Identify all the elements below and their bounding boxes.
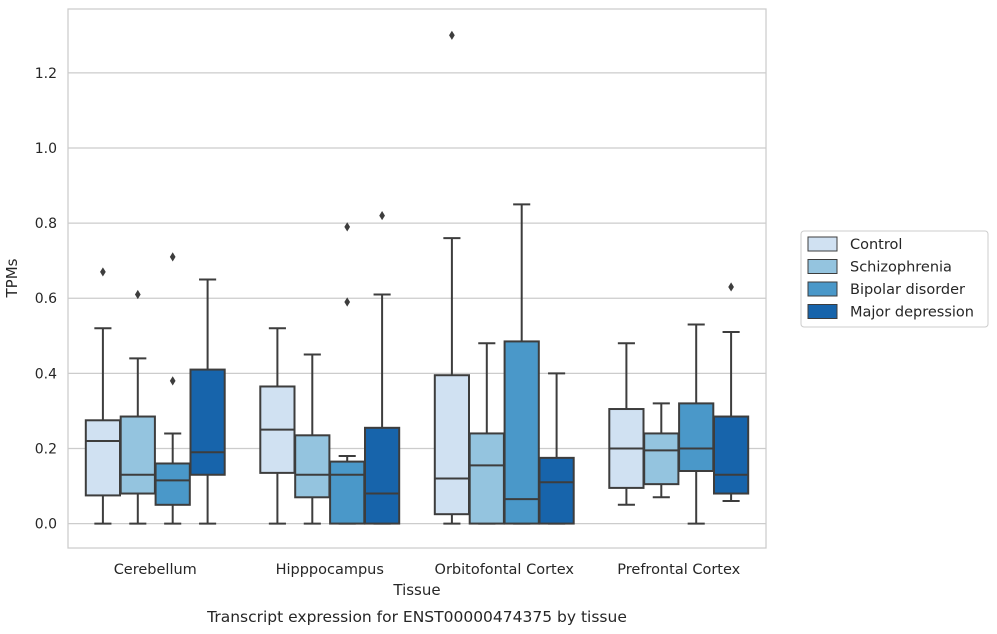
outlier-point xyxy=(379,210,385,221)
y-axis-label: TPMs xyxy=(3,258,21,298)
legend-swatch xyxy=(807,281,838,297)
box-body xyxy=(189,368,226,476)
y-tick-label: 0.2 xyxy=(35,441,57,457)
outlier-point xyxy=(169,376,176,386)
box-body xyxy=(294,434,331,499)
box-body xyxy=(643,432,680,486)
outlier-point xyxy=(344,297,351,307)
y-tick-label: 0.0 xyxy=(35,517,57,533)
y-tick-label: 1.2 xyxy=(35,66,57,82)
y-tick-label: 0.6 xyxy=(35,291,57,307)
box-2-1 xyxy=(329,222,366,525)
box-2-3 xyxy=(678,323,715,525)
y-tick-labels: 0.0 0.2 0.4 0.6 0.8 1.0 1.2 xyxy=(35,66,57,533)
plot-frame xyxy=(67,8,767,549)
box-3-1 xyxy=(363,210,401,525)
outlier-point xyxy=(134,289,141,300)
x-tick-label: Orbitofontal Cortex xyxy=(435,562,575,578)
box-3-2 xyxy=(538,372,575,525)
legend-swatch xyxy=(807,304,838,319)
grid-lines xyxy=(68,72,766,525)
box-body xyxy=(468,432,505,525)
legend-label: Control xyxy=(850,237,902,253)
legend-label: Schizophrenia xyxy=(850,260,952,276)
box-0-2 xyxy=(433,30,471,525)
box-2-0 xyxy=(154,252,191,525)
box-0-1 xyxy=(259,327,296,525)
box-body xyxy=(712,415,750,495)
box-3-3 xyxy=(712,282,750,503)
box-2-2 xyxy=(503,203,540,525)
box-1-3 xyxy=(643,402,680,499)
outlier-point xyxy=(100,267,106,277)
x-tick-labels: Cerebellum Hipppocampus Orbitofontal Corte… xyxy=(114,562,741,578)
y-tick-label: 1.0 xyxy=(35,141,57,157)
box-body xyxy=(678,402,715,473)
box-3-0 xyxy=(189,278,226,525)
outlier-point xyxy=(169,252,176,262)
box-1-0 xyxy=(119,289,156,525)
box-body xyxy=(433,374,471,516)
legend-label: Major depression xyxy=(850,305,974,321)
x-tick-label: Prefrontal Cortex xyxy=(617,562,740,578)
outlier-point xyxy=(449,30,455,40)
outlier-point xyxy=(728,282,734,292)
legend-frame xyxy=(800,230,989,328)
legend-swatch xyxy=(807,259,838,274)
x-tick-label: Hipppocampus xyxy=(276,562,384,578)
box-body xyxy=(84,419,122,497)
y-tick-label: 0.4 xyxy=(35,366,57,382)
x-tick-label: Cerebellum xyxy=(114,562,197,578)
box-body xyxy=(119,415,156,495)
box-body xyxy=(154,462,191,506)
box-body xyxy=(503,340,540,525)
box-body xyxy=(538,456,575,525)
box-body xyxy=(363,426,401,525)
box-0-3 xyxy=(608,342,645,506)
y-tick-label: 0.8 xyxy=(35,216,57,232)
box-body xyxy=(329,460,366,525)
box-1-1 xyxy=(294,353,331,525)
legend: Control Schizophrenia Bipolar disorder Majo… xyxy=(800,230,989,328)
box-0-0 xyxy=(84,267,122,525)
figure-caption: Transcript expression for ENST0000047437… xyxy=(206,608,627,626)
x-axis-label: Tissue xyxy=(392,581,440,599)
box-1-2 xyxy=(468,342,505,525)
boxes-layer xyxy=(84,30,750,525)
legend-label: Bipolar disorder xyxy=(850,282,965,298)
outlier-point xyxy=(344,222,351,232)
legend-swatch xyxy=(807,236,838,252)
